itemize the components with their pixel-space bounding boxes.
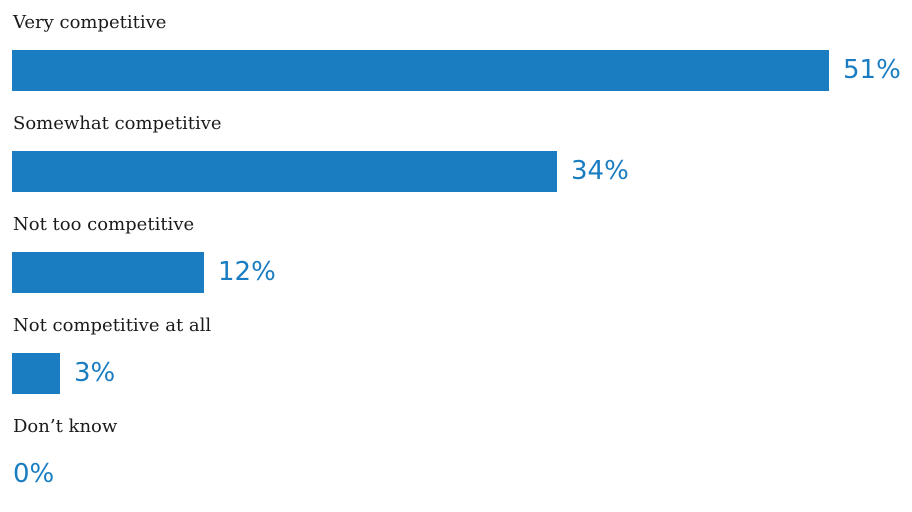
category-label: Somewhat competitive — [13, 113, 222, 134]
bar — [12, 252, 204, 293]
bar-row: Not competitive at all 3% — [0, 311, 912, 411]
bar-row: Very competitive 51% — [0, 8, 912, 108]
bar-row: Don’t know 0% — [0, 412, 912, 512]
bar — [12, 353, 60, 394]
bar — [12, 50, 829, 91]
category-label: Not competitive at all — [13, 315, 212, 336]
value-label: 0% — [13, 459, 55, 489]
bar-chart: Very competitive 51% Somewhat competitive 3… — [0, 8, 912, 489]
value-label: 51% — [843, 55, 901, 85]
category-label: Don’t know — [13, 416, 118, 437]
bar-row: Not too competitive 12% — [0, 210, 912, 310]
value-label: 12% — [218, 257, 276, 287]
bar — [12, 151, 557, 192]
bar-row: Somewhat competitive 34% — [0, 109, 912, 209]
value-label: 34% — [571, 156, 629, 186]
category-label: Very competitive — [13, 12, 167, 33]
category-label: Not too competitive — [13, 214, 195, 235]
value-label: 3% — [74, 358, 116, 388]
